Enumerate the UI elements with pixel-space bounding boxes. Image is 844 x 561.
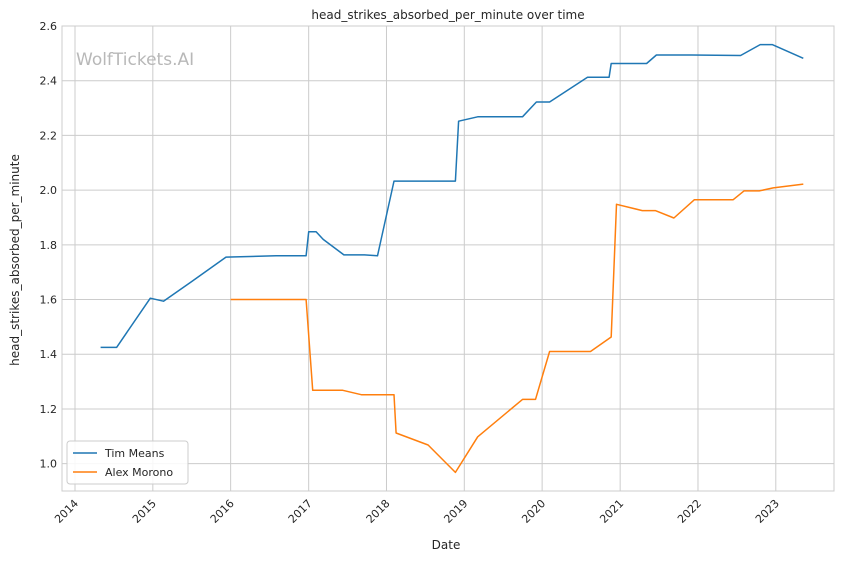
series-lines xyxy=(100,43,804,474)
y-tick-label: 1.2 xyxy=(40,403,58,416)
y-tick-label: 1.6 xyxy=(40,294,58,307)
legend: Tim Means Alex Morono xyxy=(66,440,189,485)
watermark-text: WolfTickets.AI xyxy=(76,50,194,70)
x-tick-label: 2023 xyxy=(753,497,782,526)
x-tick-label: 2016 xyxy=(208,497,237,526)
y-tick-label: 2.4 xyxy=(40,75,58,88)
x-tick-label: 2022 xyxy=(675,497,704,526)
x-axis-label: Date xyxy=(432,538,461,552)
series-line-tim-means xyxy=(100,43,804,349)
x-tick-label: 2017 xyxy=(286,497,315,526)
grid-lines xyxy=(62,25,834,491)
x-tick-labels: 2014 2015 2016 2017 2018 2019 2020 2021 2022 2023 xyxy=(52,497,782,526)
x-tick-label: 2021 xyxy=(597,497,626,526)
y-axis-label: head_strikes_absorbed_per_minute xyxy=(8,154,22,366)
y-tick-labels: 1.0 1.2 1.4 1.6 1.8 2.0 2.2 2.4 2.6 xyxy=(40,20,58,471)
x-tick-label: 2020 xyxy=(519,497,548,526)
legend-label-tim-means: Tim Means xyxy=(104,447,165,460)
x-tick-label: 2015 xyxy=(130,497,159,526)
y-tick-label: 2.6 xyxy=(40,20,58,33)
legend-label-alex-morono: Alex Morono xyxy=(105,466,173,479)
y-tick-label: 1.8 xyxy=(40,239,58,252)
chart-title: head_strikes_absorbed_per_minute over ti… xyxy=(311,8,584,22)
y-tick-label: 2.0 xyxy=(40,184,58,197)
plot-frame xyxy=(61,25,835,492)
y-tick-label: 2.2 xyxy=(40,129,58,142)
x-tick-label: 2019 xyxy=(441,497,470,526)
x-tick-label: 2014 xyxy=(52,497,81,526)
legend-box xyxy=(66,440,189,485)
series-line-alex-morono xyxy=(230,183,804,474)
y-tick-label: 1.0 xyxy=(40,458,58,471)
x-tick-label: 2018 xyxy=(364,497,393,526)
y-tick-label: 1.4 xyxy=(40,348,58,361)
